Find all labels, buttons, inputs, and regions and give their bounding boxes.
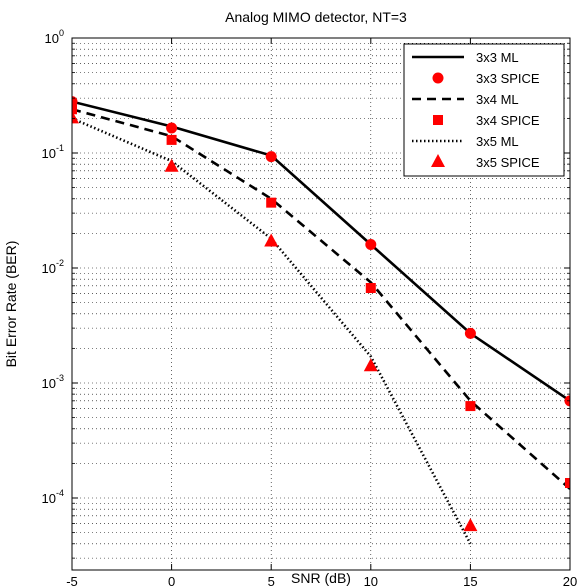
legend-label: 3x5 SPICE: [476, 155, 540, 170]
marker-square: [166, 134, 177, 145]
y-tick-label: 10-1: [42, 143, 64, 161]
x-tick-label: 10: [364, 574, 378, 586]
series-line: [72, 100, 570, 402]
marker-circle: [265, 151, 277, 163]
marker-triangle: [72, 110, 79, 124]
y-tick-label: 10-4: [42, 488, 64, 506]
legend-item: 3x4 SPICE: [433, 113, 540, 128]
y-tick-label: 10-2: [42, 258, 64, 276]
legend-box: [403, 43, 565, 177]
marker-circle: [365, 239, 377, 251]
legend-item: 3x3 SPICE: [432, 71, 540, 86]
legend-label: 3x3 ML: [476, 50, 519, 65]
legend-label: 3x3 SPICE: [476, 71, 540, 86]
marker-triangle: [164, 158, 179, 172]
y-tick-label: 100: [45, 28, 64, 46]
series-layer: [72, 96, 570, 545]
marker-circle: [166, 122, 178, 134]
series-3x5-spice: [72, 110, 478, 532]
legend: 3x3 ML 3x3 SPICE 3x4 ML 3x4 SPICE 3x5 ML 3x5 …: [403, 43, 565, 177]
y-tick-label: 10-3: [42, 373, 64, 391]
legend-item: 3x4 ML: [412, 92, 519, 107]
series-3x4-ml: [72, 108, 570, 490]
marker-square: [565, 478, 570, 489]
marker-circle: [432, 72, 444, 84]
marker-square: [433, 115, 443, 125]
marker-triangle: [264, 233, 279, 247]
marker-square: [266, 197, 277, 208]
ticks: -5 0 5 10 15 20 100 10-1 10-2 10-3 10-4: [42, 28, 578, 586]
x-tick-label: -5: [66, 574, 78, 586]
x-tick-label: 0: [168, 574, 175, 586]
legend-item: 3x5 SPICE: [431, 154, 540, 170]
marker-square: [465, 401, 476, 412]
series-3x3-spice: [72, 96, 570, 407]
series-3x3-ml: [72, 100, 570, 402]
chart-title: Analog MIMO detector, NT=3: [225, 9, 407, 25]
marker-triangle: [363, 358, 378, 372]
plot-frame: [71, 37, 571, 571]
marker-circle: [464, 327, 476, 339]
x-tick-label: 5: [268, 574, 275, 586]
x-tick-label: 15: [463, 574, 477, 586]
x-tick-label: 20: [563, 574, 577, 586]
series-line: [72, 108, 570, 490]
series-3x4-spice: [72, 104, 570, 489]
legend-label: 3x5 ML: [476, 134, 519, 149]
marker-square: [365, 283, 376, 294]
marker-triangle: [431, 154, 445, 167]
x-axis-label: SNR (dB): [291, 570, 351, 586]
legend-item: 3x5 ML: [412, 134, 519, 149]
marker-square: [72, 104, 77, 115]
series-line: [72, 117, 472, 545]
legend-label: 3x4 SPICE: [476, 113, 540, 128]
y-axis-label: Bit Error Rate (BER): [3, 241, 19, 368]
marker-triangle: [463, 518, 478, 532]
legend-label: 3x4 ML: [476, 92, 519, 107]
series-3x5-ml: [72, 117, 472, 545]
legend-item: 3x3 ML: [412, 50, 519, 65]
